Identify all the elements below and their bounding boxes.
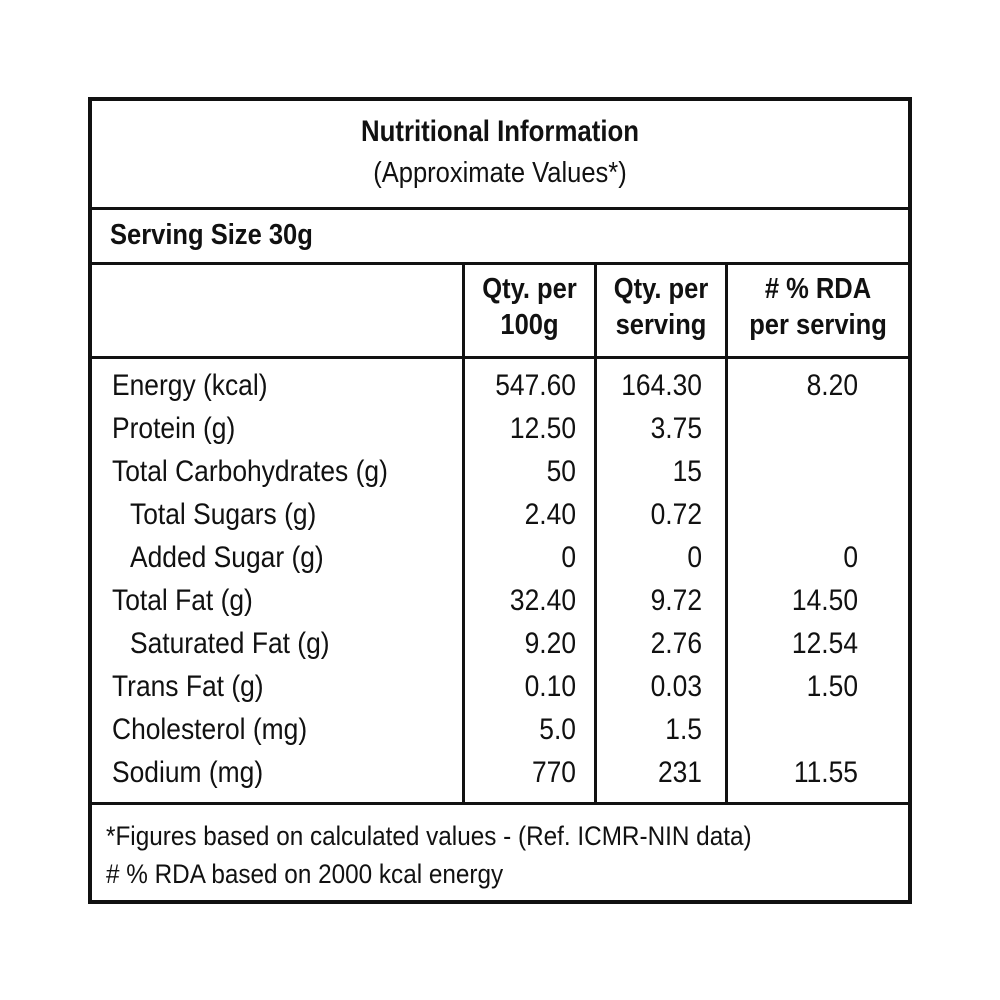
value-rda: 8.20 — [806, 369, 858, 402]
value-per-100g: 32.40 — [509, 584, 576, 617]
divider — [92, 356, 908, 359]
value-rda: 0 — [843, 541, 858, 574]
table-row: Energy (kcal) 547.60 164.30 8.20 — [92, 367, 908, 410]
value-rda: 14.50 — [791, 584, 858, 617]
value-per-100g: 9.20 — [524, 627, 576, 660]
serving-size: Serving Size 30g — [110, 219, 313, 251]
table-row: Total Sugars (g) 2.40 0.72 — [92, 496, 908, 539]
value-per-serving: 0 — [687, 541, 702, 574]
value-per-serving: 9.72 — [650, 584, 702, 617]
nutrient-label: Total Carbohydrates (g) — [112, 455, 388, 488]
column-divider — [594, 265, 597, 805]
column-header-line: # % RDA — [764, 273, 872, 305]
footnote-reference: *Figures based on calculated values - (R… — [106, 821, 752, 851]
value-per-serving: 164.30 — [621, 369, 702, 402]
divider — [92, 802, 908, 805]
divider — [92, 262, 908, 265]
column-header-per-100g: Qty. per 100g — [473, 271, 587, 359]
value-per-100g: 12.50 — [509, 412, 576, 445]
table-row: Saturated Fat (g) 9.20 2.76 12.54 — [92, 625, 908, 668]
nutrient-label: Saturated Fat (g) — [130, 627, 330, 660]
column-header-rda: # % RDA per serving — [739, 271, 897, 359]
value-per-serving: 3.75 — [650, 412, 702, 445]
table-row: Total Carbohydrates (g) 50 15 — [92, 453, 908, 496]
column-header-line: Qty. per — [482, 273, 577, 305]
nutrient-label: Total Sugars (g) — [130, 498, 317, 531]
table-row: Added Sugar (g) 0 0 0 — [92, 539, 908, 582]
value-per-serving: 231 — [657, 756, 702, 789]
column-header-line: 100g — [500, 309, 559, 341]
column-divider — [462, 265, 465, 805]
column-header-per-serving: Qty. per serving — [605, 271, 718, 359]
column-header-line: per serving — [749, 309, 887, 341]
panel-title: Nutritional Information — [360, 115, 640, 148]
footnote-rda: # % RDA based on 2000 kcal energy — [106, 859, 504, 889]
value-per-100g: 0.10 — [524, 670, 576, 703]
column-header-line: serving — [615, 309, 707, 341]
value-per-100g: 50 — [546, 455, 576, 488]
column-divider — [725, 265, 728, 805]
panel-subtitle: (Approximate Values*) — [373, 157, 627, 189]
column-header-line: Qty. per — [613, 273, 709, 305]
title-block: Nutritional Information (Approximate Val… — [92, 101, 908, 210]
nutrient-label: Cholesterol (mg) — [112, 713, 308, 746]
nutrient-label: Trans Fat (g) — [112, 670, 264, 703]
nutrition-facts-panel: Nutritional Information (Approximate Val… — [88, 97, 912, 904]
nutrient-label: Added Sugar (g) — [130, 541, 324, 574]
table-row: Trans Fat (g) 0.10 0.03 1.50 — [92, 668, 908, 711]
value-per-serving: 2.76 — [650, 627, 702, 660]
value-per-100g: 547.60 — [495, 369, 576, 402]
nutrient-label: Protein (g) — [112, 412, 236, 445]
value-per-serving: 15 — [672, 455, 702, 488]
table-row: Cholesterol (mg) 5.0 1.5 — [92, 711, 908, 754]
value-rda: 1.50 — [806, 670, 858, 703]
table-row: Protein (g) 12.50 3.75 — [92, 410, 908, 453]
value-per-serving: 0.03 — [650, 670, 702, 703]
footnotes: *Figures based on calculated values - (R… — [106, 817, 752, 893]
value-rda: 11.55 — [793, 756, 858, 789]
nutrient-label: Energy (kcal) — [112, 369, 268, 402]
value-per-100g: 2.40 — [524, 498, 576, 531]
nutrient-label: Sodium (mg) — [112, 756, 264, 789]
value-per-100g: 5.0 — [539, 713, 576, 746]
value-per-serving: 1.5 — [665, 713, 702, 746]
table-row: Total Fat (g) 32.40 9.72 14.50 — [92, 582, 908, 625]
value-per-100g: 0 — [561, 541, 576, 574]
value-per-100g: 770 — [531, 756, 576, 789]
value-per-serving: 0.72 — [650, 498, 702, 531]
nutrient-label: Total Fat (g) — [112, 584, 253, 617]
table-row: Sodium (mg) 770 231 11.55 — [92, 754, 908, 797]
value-rda: 12.54 — [791, 627, 858, 660]
